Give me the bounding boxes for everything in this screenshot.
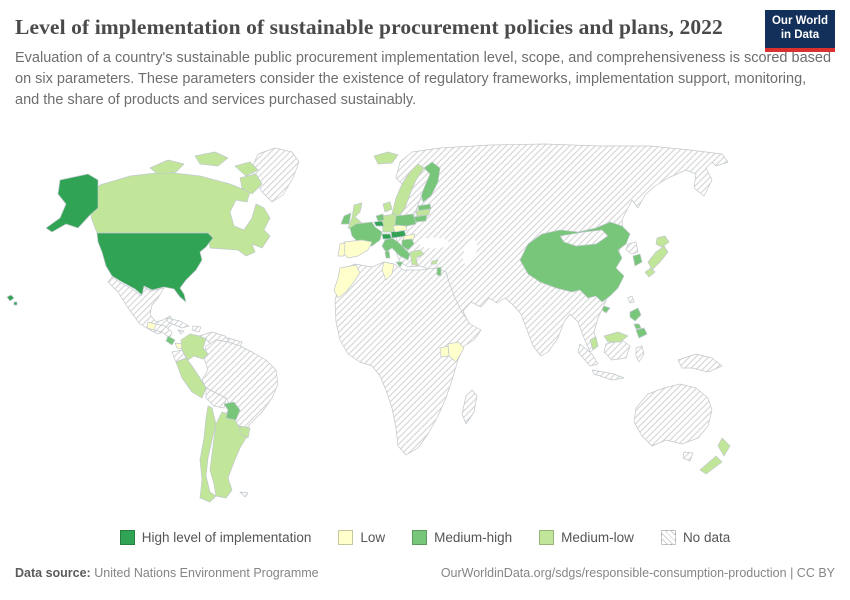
region-morocco[interactable] xyxy=(333,264,361,299)
black-sea xyxy=(419,237,449,249)
legend-label-medium-low: Medium-low xyxy=(561,530,634,545)
caspian-sea xyxy=(463,239,477,265)
region-colombia[interactable] xyxy=(180,333,209,361)
world-map-container xyxy=(0,140,850,526)
region-canada[interactable] xyxy=(87,171,271,257)
region-mongolia[interactable] xyxy=(559,229,609,247)
legend-label-medium-high: Medium-high xyxy=(434,530,513,545)
region-iceland[interactable] xyxy=(373,151,399,165)
chart-footer: Data source: United Nations Environment … xyxy=(0,566,850,580)
legend-item-no-data[interactable]: No data xyxy=(660,530,731,545)
region-ireland[interactable] xyxy=(340,212,352,225)
logo-line-1: Our World xyxy=(771,15,828,27)
region-tunisia[interactable] xyxy=(381,261,395,281)
region-denmark[interactable] xyxy=(382,201,393,213)
region-tasmania[interactable] xyxy=(682,451,694,462)
region-spain[interactable] xyxy=(341,239,373,259)
region-madagascar[interactable] xyxy=(461,389,478,425)
region-indonesia[interactable] xyxy=(577,343,645,381)
region-japan[interactable] xyxy=(644,235,670,278)
legend-item-low[interactable]: Low xyxy=(338,530,385,545)
region-rest-of-africa[interactable] xyxy=(334,261,482,456)
legend-item-medium-high[interactable]: Medium-high xyxy=(412,530,512,545)
region-italy[interactable] xyxy=(381,237,411,268)
region-netherlands[interactable] xyxy=(375,213,385,222)
region-alaska[interactable] xyxy=(45,173,99,233)
data-source-value: United Nations Environment Programme xyxy=(94,566,319,580)
chart-subtitle: Evaluation of a country's sustainable pu… xyxy=(15,50,832,108)
region-israel[interactable] xyxy=(436,266,442,277)
attribution-url[interactable]: OurWorldinData.org/sdgs/responsible-cons… xyxy=(440,566,787,580)
attribution: OurWorldinData.org/sdgs/responsible-cons… xyxy=(441,566,835,580)
region-falkland-islands[interactable] xyxy=(239,491,249,498)
legend-swatch-no-data xyxy=(660,530,676,545)
region-china[interactable] xyxy=(519,221,631,314)
region-cuba[interactable] xyxy=(165,317,190,329)
region-australia[interactable] xyxy=(633,383,713,447)
legend-item-medium-low[interactable]: Medium-low xyxy=(539,530,634,545)
region-cyprus[interactable] xyxy=(430,259,439,265)
owid-logo[interactable]: Our World in Data xyxy=(764,10,835,52)
region-chile[interactable] xyxy=(199,405,217,503)
region-north-korea[interactable] xyxy=(625,241,639,255)
region-portugal[interactable] xyxy=(337,242,346,257)
region-latvia[interactable] xyxy=(415,208,431,217)
region-hawaii[interactable] xyxy=(6,294,18,306)
region-croatia[interactable] xyxy=(401,238,415,251)
legend-swatch-low xyxy=(338,530,354,545)
region-malaysia[interactable] xyxy=(589,331,629,351)
page-title: Level of implementation of sustainable p… xyxy=(15,15,723,39)
region-new-guinea[interactable] xyxy=(677,353,723,373)
region-united-states[interactable] xyxy=(96,232,214,303)
region-hungary[interactable] xyxy=(402,233,416,241)
region-jamaica[interactable] xyxy=(177,329,185,335)
region-costa-rica[interactable] xyxy=(165,335,176,346)
region-hispaniola[interactable] xyxy=(191,325,202,333)
region-philippines[interactable] xyxy=(629,307,648,339)
region-kenya[interactable] xyxy=(447,341,465,363)
region-new-zealand[interactable] xyxy=(699,437,731,475)
legend-swatch-high xyxy=(119,530,135,545)
region-borneo[interactable] xyxy=(603,339,631,361)
region-greenland[interactable] xyxy=(251,147,300,203)
region-uruguay[interactable] xyxy=(239,425,251,439)
chart-header: Level of implementation of sustainable p… xyxy=(0,0,850,110)
region-france[interactable] xyxy=(349,221,383,247)
region-bolivia[interactable] xyxy=(205,387,227,409)
attribution-separator: | xyxy=(786,566,797,580)
region-paraguay[interactable] xyxy=(223,401,241,421)
legend-swatch-medium-high xyxy=(412,530,428,545)
data-source: Data source: United Nations Environment … xyxy=(15,566,319,580)
logo-line-2: in Data xyxy=(780,28,820,41)
region-south-korea[interactable] xyxy=(632,253,643,267)
region-poland[interactable] xyxy=(394,213,417,227)
region-greece[interactable] xyxy=(409,249,425,267)
world-map xyxy=(6,143,731,503)
region-belgium[interactable] xyxy=(373,220,385,227)
legend-label-no-data: No data xyxy=(682,530,731,545)
region-guatemala[interactable] xyxy=(146,321,157,331)
region-uganda[interactable] xyxy=(439,345,450,358)
region-taiwan[interactable] xyxy=(627,295,635,304)
region-canada-arctic-islands[interactable] xyxy=(149,151,263,195)
map-legend: High level of implementation Low Medium-… xyxy=(0,530,850,545)
region-peru[interactable] xyxy=(175,357,207,399)
legend-label-high: High level of implementation xyxy=(141,530,312,545)
legend-label-low: Low xyxy=(360,530,386,545)
license-badge: CC BY xyxy=(796,566,835,580)
legend-swatch-medium-low xyxy=(539,530,555,545)
legend-item-high[interactable]: High level of implementation xyxy=(119,530,312,545)
data-source-label: Data source: xyxy=(15,566,91,580)
